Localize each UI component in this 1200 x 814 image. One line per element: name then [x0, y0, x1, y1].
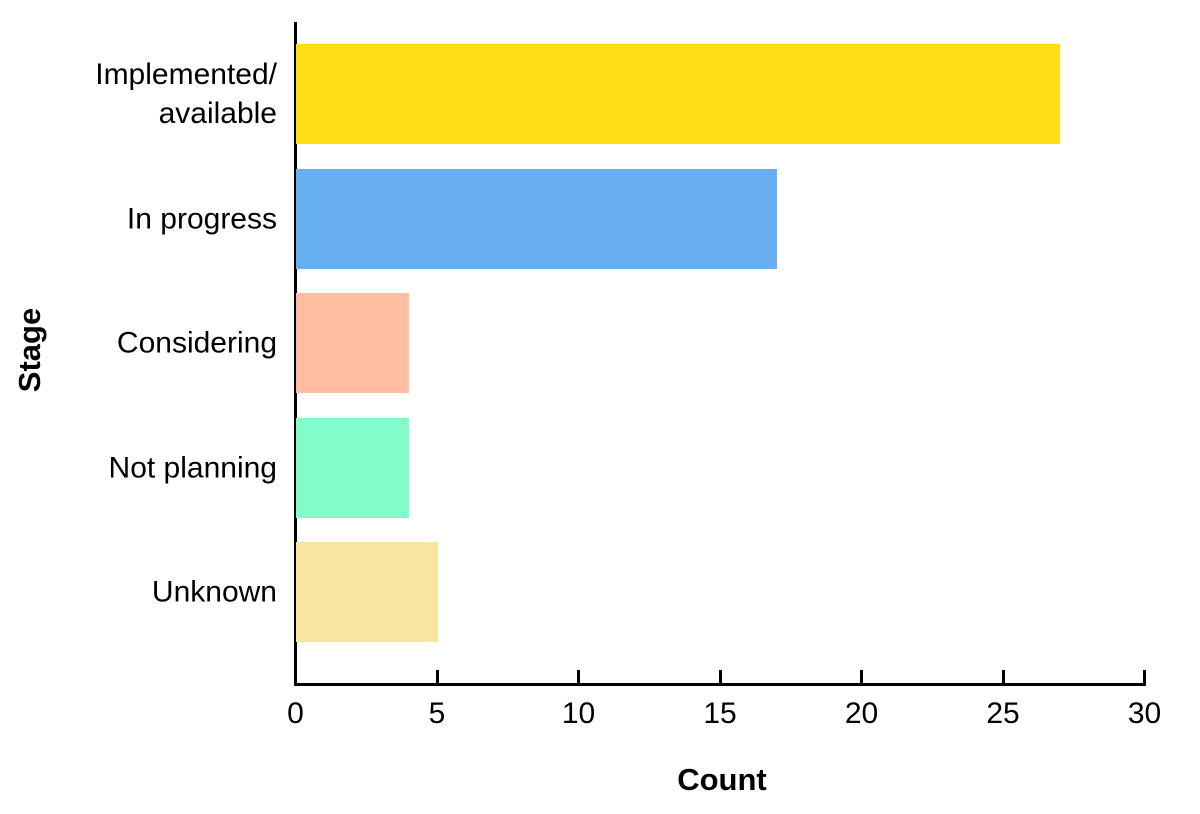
x-axis-line [294, 683, 1146, 686]
x-tick-label-10: 10 [561, 697, 596, 730]
x-axis-title: Count [677, 762, 767, 797]
x-tick-15 [718, 670, 722, 683]
x-tick-0 [294, 670, 297, 683]
category-label-considering: Considering [116, 326, 277, 360]
x-tick-label-20: 20 [844, 697, 879, 730]
category-label-in-progress: In progress [126, 202, 277, 235]
category-label-unknown: Unknown [151, 575, 277, 609]
bar-implemented-available [296, 44, 1061, 144]
x-tick-10 [577, 670, 580, 683]
bar-unknown [296, 542, 438, 642]
bar-not-planning [296, 417, 410, 518]
category-label-implemented-available: Implemented/ available [95, 58, 277, 130]
x-tick-label-25: 25 [986, 697, 1020, 730]
x-tick-label-0: 0 [287, 697, 304, 730]
category-label-not-planning: Not planning [108, 451, 277, 484]
x-tick-label-5: 5 [428, 697, 446, 730]
x-tick-30 [1143, 670, 1146, 683]
x-tick-25 [1001, 670, 1005, 683]
x-tick-5 [435, 670, 439, 683]
bar-considering [296, 293, 410, 393]
x-tick-label-30: 30 [1127, 697, 1162, 730]
x-tick-20 [860, 670, 863, 683]
x-tick-label-15: 15 [703, 697, 737, 730]
bar-in-progress [296, 168, 778, 269]
y-axis-line [294, 22, 297, 686]
